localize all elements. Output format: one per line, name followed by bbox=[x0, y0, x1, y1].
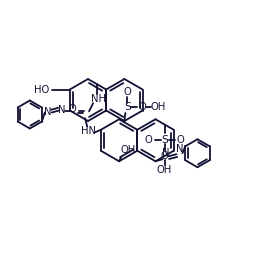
Text: OH: OH bbox=[120, 145, 136, 155]
Text: O: O bbox=[145, 134, 152, 145]
Text: OH: OH bbox=[151, 102, 166, 112]
Text: O: O bbox=[68, 104, 76, 114]
Text: O: O bbox=[139, 102, 146, 112]
Text: N: N bbox=[58, 105, 66, 114]
Text: N: N bbox=[176, 144, 183, 154]
Text: N: N bbox=[44, 107, 52, 116]
Text: S: S bbox=[124, 102, 131, 112]
Text: O: O bbox=[161, 151, 168, 160]
Text: NH: NH bbox=[91, 94, 106, 104]
Text: N: N bbox=[162, 148, 169, 158]
Text: S: S bbox=[161, 134, 168, 145]
Text: OH: OH bbox=[157, 165, 172, 174]
Text: HN: HN bbox=[81, 126, 95, 136]
Text: O: O bbox=[177, 134, 184, 145]
Text: HO: HO bbox=[34, 84, 49, 94]
Text: O: O bbox=[123, 87, 131, 97]
